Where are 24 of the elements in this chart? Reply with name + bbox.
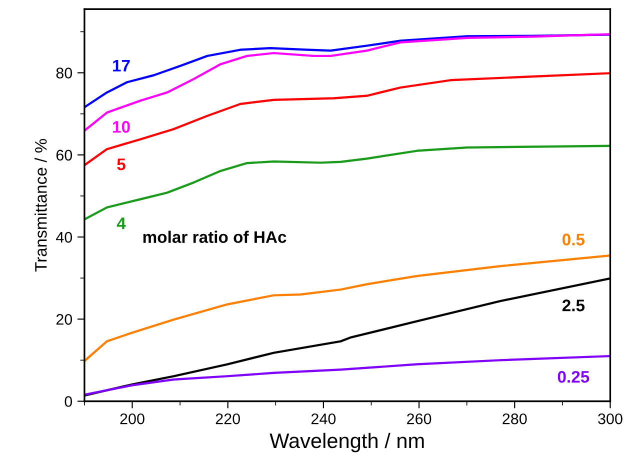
line-series xyxy=(84,254,610,362)
x-tick-label: 300 xyxy=(598,413,622,424)
x-tick-label: 280 xyxy=(502,413,527,424)
y-tick-label: 60 xyxy=(56,150,72,161)
x-axis-title: Wavelength / nm xyxy=(270,432,424,452)
line-series xyxy=(84,33,610,132)
y-tick-label: 40 xyxy=(56,232,72,243)
y-tick-label: 80 xyxy=(56,68,72,78)
series-label: 4 xyxy=(116,218,126,230)
annotation: molar ratio of HAc xyxy=(143,230,286,243)
series-label: 17 xyxy=(113,60,130,72)
y-tick-label: 20 xyxy=(56,314,72,325)
x-tick-label: 220 xyxy=(216,413,240,424)
series-label: 2.5 xyxy=(562,300,585,312)
series-label: 10 xyxy=(113,121,130,133)
series-label: 0.5 xyxy=(562,234,585,246)
y-tick-label: 0 xyxy=(64,396,72,407)
line-series xyxy=(84,354,610,396)
series-label: 5 xyxy=(117,158,126,170)
series-label: 0.25 xyxy=(558,370,590,383)
y-axis-title: Transmittance / % xyxy=(34,138,47,272)
x-tick-label: 260 xyxy=(407,413,432,424)
x-tick-label: 200 xyxy=(120,413,144,424)
x-tick-label: 240 xyxy=(311,413,336,424)
